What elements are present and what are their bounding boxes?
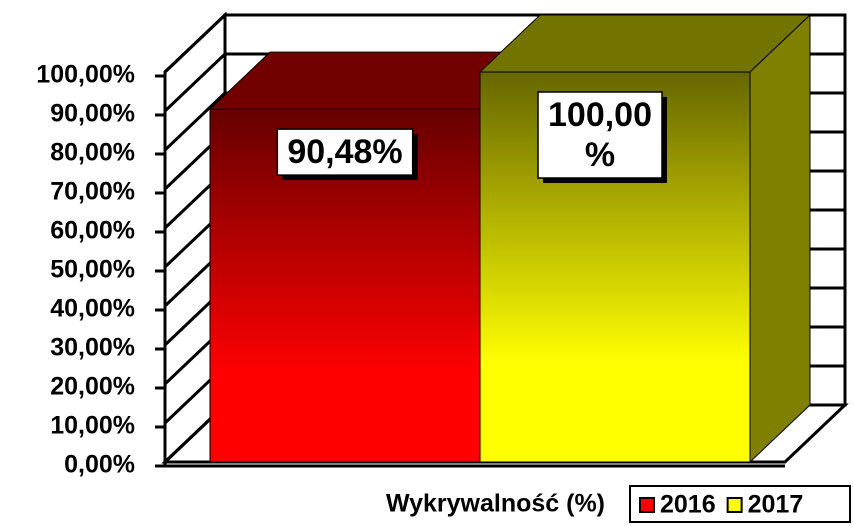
grid-line	[163, 91, 227, 152]
legend-label: 2017	[748, 491, 804, 519]
y-tick-label: 60,00%	[50, 217, 135, 245]
y-tick-label: 40,00%	[50, 295, 135, 323]
y-tick-label: 30,00%	[50, 334, 135, 362]
y-tick-label: 10,00%	[50, 412, 135, 440]
label-box	[276, 128, 414, 176]
x-tick-label: Wykrywalność (%)	[386, 490, 605, 518]
y-tick-label: 100,00%	[36, 61, 135, 89]
bar-top-shade	[210, 52, 540, 110]
data-label: 90,48%	[287, 133, 402, 171]
y-tick-label: 80,00%	[50, 139, 135, 167]
legend-swatch	[639, 497, 655, 513]
grid-line	[163, 13, 227, 74]
y-tick-label: 90,00%	[50, 100, 135, 128]
y-tick-label: 50,00%	[50, 256, 135, 284]
legend-label: 2016	[660, 491, 716, 519]
grid-line	[163, 52, 227, 113]
data-label: 100,00%	[548, 96, 652, 174]
label-box	[537, 91, 663, 179]
legend-swatch	[726, 497, 743, 513]
y-tick-label: 20,00%	[50, 373, 135, 401]
y-tick-label: 70,00%	[50, 178, 135, 206]
bar-side-shade	[750, 15, 810, 462]
bar-top-shade	[480, 15, 810, 72]
y-tick-label: 0,00%	[64, 451, 135, 479]
